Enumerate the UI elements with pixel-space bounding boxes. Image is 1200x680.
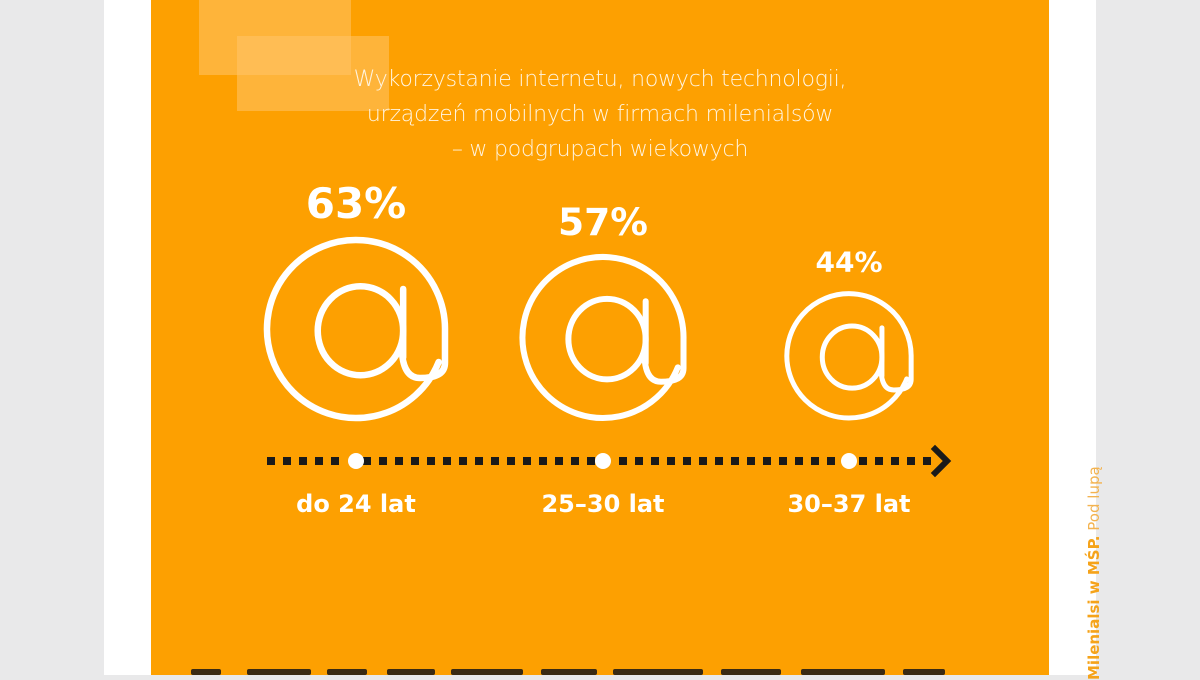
axis-marker — [841, 453, 857, 469]
at-sign-icon — [519, 253, 687, 422]
data-label: 63% — [306, 179, 407, 228]
axis-dot — [763, 457, 771, 465]
axis-dot — [907, 457, 915, 465]
axis-dot — [475, 457, 483, 465]
axis-dot — [491, 457, 499, 465]
axis-dot — [315, 457, 323, 465]
axis-dot — [267, 457, 275, 465]
sidebar-title-light: Pod lupą — [1085, 466, 1103, 531]
at-sign-icon — [784, 291, 914, 421]
at-sign-inner-loop — [314, 283, 407, 379]
axis-dot — [795, 457, 803, 465]
axis-dot — [555, 457, 563, 465]
axis-dot — [331, 457, 339, 465]
axis-dot — [699, 457, 707, 465]
chart-title-line: – w podgrupach wiekowych — [451, 137, 749, 162]
cropped-text-line — [151, 664, 1049, 675]
axis-dot — [667, 457, 675, 465]
axis-dot — [651, 457, 659, 465]
axis-dot — [779, 457, 787, 465]
chart-title-line: urządzeń mobilnych w firmach milenialsów — [366, 102, 834, 127]
axis-dot — [459, 457, 467, 465]
axis-marker — [595, 453, 611, 469]
axis-dot — [427, 457, 435, 465]
axis-dot — [395, 457, 403, 465]
axis-dot — [571, 457, 579, 465]
sidebar-title-bold: Milenialsi w MŚP. — [1085, 535, 1103, 680]
category-label: 25–30 lat — [541, 490, 664, 518]
axis-dot — [523, 457, 531, 465]
axis-dot — [683, 457, 691, 465]
chart-title-line: Wykorzystanie internetu, nowych technolo… — [353, 67, 847, 92]
axis-dot — [443, 457, 451, 465]
axis-dot — [747, 457, 755, 465]
axis-dot — [827, 457, 835, 465]
at-sign-inner-loop — [819, 323, 885, 391]
axis-dot — [859, 457, 867, 465]
axis-dot — [731, 457, 739, 465]
chart-title: Wykorzystanie internetu, nowych technolo… — [151, 62, 1049, 167]
axis-dot — [379, 457, 387, 465]
axis-dot — [507, 457, 515, 465]
data-label: 44% — [815, 246, 882, 279]
axis-dot — [811, 457, 819, 465]
sidebar-publication-title: Milenialsi w MŚP. Pod lupą — [1068, 466, 1103, 680]
category-label: 30–37 lat — [787, 490, 910, 518]
pictogram-chart: 63% do 24 lat 57% 25–30 lat 44% 30–37 lat — [263, 179, 952, 518]
axis-dot — [587, 457, 595, 465]
axis-dot — [619, 457, 627, 465]
axis-dot — [923, 457, 931, 465]
at-sign-icon — [263, 236, 449, 422]
axis-dot — [875, 457, 883, 465]
axis-arrow-icon — [930, 444, 952, 478]
axis-dot — [715, 457, 723, 465]
axis-dot — [299, 457, 307, 465]
axis-dot — [539, 457, 547, 465]
axis-dot — [283, 457, 291, 465]
decorative-block — [237, 36, 389, 111]
axis-dot — [411, 457, 419, 465]
axis-marker — [348, 453, 364, 469]
data-label: 57% — [558, 200, 648, 244]
at-sign-inner-loop — [565, 295, 649, 383]
axis-dot — [635, 457, 643, 465]
axis-dot — [363, 457, 371, 465]
axis-dot — [891, 457, 899, 465]
infographic-panel: Wykorzystanie internetu, nowych technolo… — [151, 0, 1049, 675]
category-label: do 24 lat — [296, 490, 416, 518]
